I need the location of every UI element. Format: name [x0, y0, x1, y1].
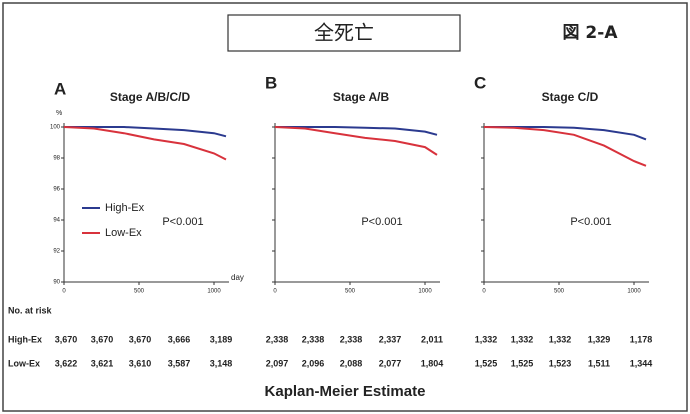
x-tick-label: 1000 — [207, 289, 221, 295]
risk-value: 3,666 — [168, 334, 191, 344]
risk-value: 2,338 — [266, 334, 289, 344]
panel-title: Stage C/D — [542, 90, 599, 104]
survival-line — [274, 126, 438, 156]
y-tick-label: 100 — [50, 125, 61, 131]
risk-value: 1,329 — [588, 334, 611, 344]
survival-line — [64, 126, 227, 138]
footer: Kaplan-Meier Estimate — [265, 383, 426, 400]
panel-letter: C — [474, 73, 486, 92]
x-tick-label: 1000 — [627, 289, 641, 295]
x-axis-label: day — [231, 273, 244, 282]
legend-label: High-Ex — [105, 202, 145, 214]
risk-value: 1,523 — [549, 358, 572, 368]
panel-title: Stage A/B — [333, 90, 390, 104]
risk-value: 1,332 — [549, 334, 572, 344]
risk-title: No. at risk — [8, 305, 53, 315]
risk-value: 1,511 — [588, 358, 610, 368]
x-tick-label: 0 — [62, 289, 66, 295]
x-tick-label: 0 — [482, 289, 486, 295]
survival-line — [483, 126, 647, 167]
y-tick-label: 90 — [53, 280, 60, 286]
risk-value: 3,587 — [168, 358, 191, 368]
title: 全死亡 — [314, 21, 374, 45]
y-tick-label: 92 — [53, 249, 60, 255]
x-tick-label: 1000 — [418, 289, 432, 295]
risk-value: 1,525 — [511, 358, 534, 368]
risk-value: 2,077 — [379, 358, 402, 368]
risk-value: 3,148 — [210, 358, 233, 368]
risk-value: 1,525 — [475, 358, 498, 368]
panel-letter: A — [54, 79, 66, 98]
y-axis-label: % — [56, 110, 62, 117]
figure-label: 図 2-A — [563, 23, 619, 43]
panel-title: Stage A/B/C/D — [110, 90, 191, 104]
risk-value: 3,670 — [129, 334, 152, 344]
x-tick-label: 500 — [554, 289, 565, 295]
p-value: P<0.001 — [361, 216, 402, 228]
risk-value: 1,332 — [511, 334, 534, 344]
risk-row-label: Low-Ex — [8, 358, 40, 368]
y-tick-label: 94 — [53, 218, 60, 224]
x-tick-label: 0 — [273, 289, 277, 295]
x-tick-label: 500 — [134, 289, 145, 295]
survival-line — [63, 126, 227, 161]
y-tick-label: 96 — [53, 187, 60, 193]
title-box — [227, 14, 461, 52]
risk-value: 2,088 — [340, 358, 363, 368]
risk-value: 1,332 — [475, 334, 498, 344]
risk-value: 1,178 — [630, 334, 653, 344]
risk-value: 2,338 — [340, 334, 363, 344]
risk-value: 3,621 — [91, 358, 114, 368]
survival-line — [275, 126, 438, 136]
p-value: P<0.001 — [162, 216, 203, 228]
risk-value: 3,670 — [91, 334, 114, 344]
risk-row-label: High-Ex — [8, 334, 42, 344]
risk-value: 3,610 — [129, 358, 152, 368]
y-tick-label: 98 — [53, 156, 60, 162]
x-tick-label: 500 — [345, 289, 356, 295]
risk-value: 3,670 — [55, 334, 78, 344]
risk-value: 1,804 — [421, 358, 444, 368]
risk-value: 2,338 — [302, 334, 325, 344]
risk-value: 2,337 — [379, 334, 402, 344]
risk-value: 3,622 — [55, 358, 78, 368]
risk-value: 2,096 — [302, 358, 325, 368]
risk-value: 1,344 — [630, 358, 653, 368]
risk-value: 3,189 — [210, 334, 233, 344]
risk-value: 2,011 — [421, 334, 443, 344]
p-value: P<0.001 — [570, 216, 611, 228]
legend-label: Low-Ex — [105, 227, 142, 239]
risk-value: 2,097 — [266, 358, 289, 368]
panel-letter: B — [265, 73, 277, 92]
